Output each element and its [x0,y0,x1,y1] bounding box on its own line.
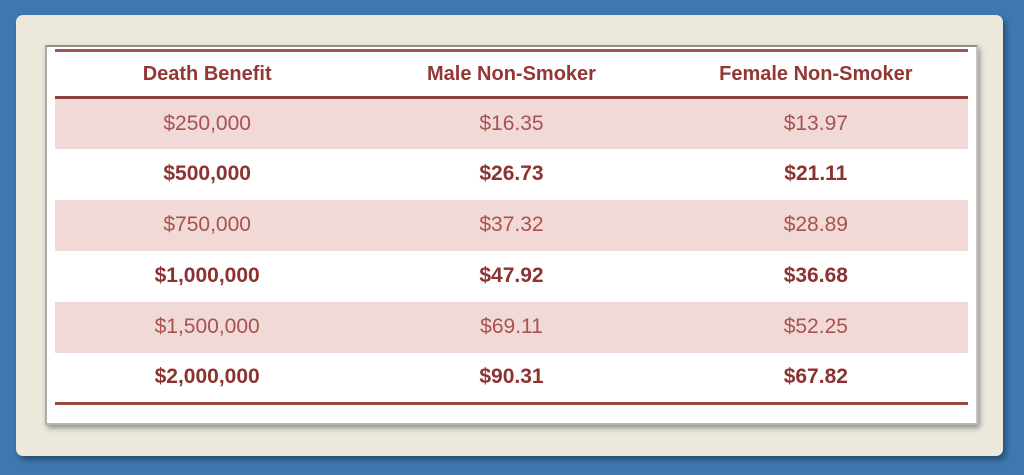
table-cell-death-benefit: $1,500,000 [55,301,360,353]
table-cell-female-rate: $21.11 [663,148,968,200]
insurance-rate-table: Death Benefit Male Non-Smoker Female Non… [55,49,968,405]
table-cell-male-rate: $47.92 [359,250,664,302]
table-cell-female-rate: $36.68 [663,250,968,302]
table-cell-female-rate: $67.82 [663,352,968,404]
table-cell-male-rate: $16.35 [359,97,664,149]
table-cell-male-rate: $37.32 [359,199,664,251]
table-cell-female-rate: $52.25 [663,301,968,353]
table-body: $250,000 $16.35 $13.97 $500,000 $26.73 $… [55,97,968,404]
header-row: Death Benefit Male Non-Smoker Female Non… [55,50,968,99]
column-header-female-non-smoker: Female Non-Smoker [663,50,968,99]
table-cell-male-rate: $26.73 [359,148,664,200]
table-cell-death-benefit: $1,000,000 [55,250,360,302]
table-panel: Death Benefit Male Non-Smoker Female Non… [45,45,978,425]
column-header-death-benefit: Death Benefit [55,50,360,99]
column-header-male-non-smoker: Male Non-Smoker [359,50,664,99]
table-header: Death Benefit Male Non-Smoker Female Non… [55,50,968,99]
table-row: $250,000 $16.35 $13.97 [55,97,968,149]
table-cell-female-rate: $13.97 [663,97,968,149]
cream-mat-frame: Death Benefit Male Non-Smoker Female Non… [16,15,1003,456]
table-cell-death-benefit: $500,000 [55,148,360,200]
table-row: $750,000 $37.32 $28.89 [55,199,968,251]
table-row: $2,000,000 $90.31 $67.82 [55,352,968,404]
table-cell-death-benefit: $2,000,000 [55,352,360,404]
table-cell-death-benefit: $750,000 [55,199,360,251]
table-row: $1,500,000 $69.11 $52.25 [55,301,968,353]
table-cell-male-rate: $69.11 [359,301,664,353]
table-row: $1,000,000 $47.92 $36.68 [55,250,968,302]
table-cell-female-rate: $28.89 [663,199,968,251]
table-cell-death-benefit: $250,000 [55,97,360,149]
table-cell-male-rate: $90.31 [359,352,664,404]
table-row: $500,000 $26.73 $21.11 [55,148,968,200]
